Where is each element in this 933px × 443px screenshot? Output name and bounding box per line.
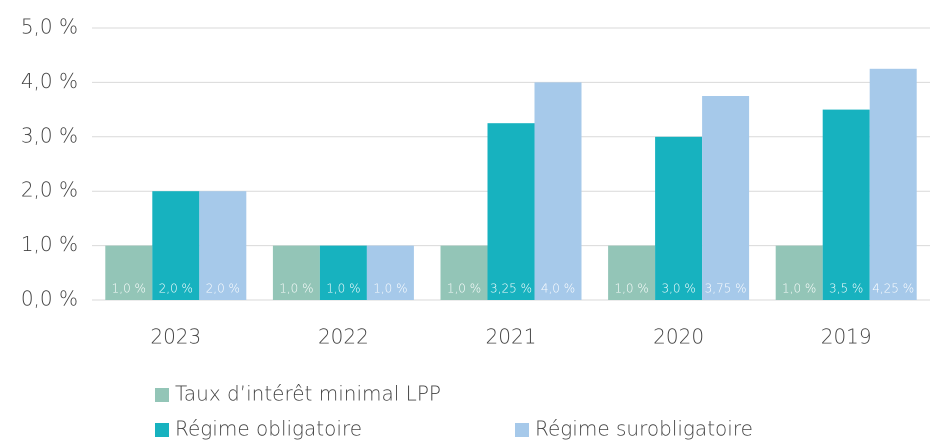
value-label: 1,0 %	[614, 282, 648, 296]
y-tick-label: 3,0 %	[21, 123, 78, 147]
bar	[366, 245, 414, 300]
y-tick-label: 0,0 %	[21, 287, 78, 311]
bar	[319, 245, 367, 300]
value-label: 4,25 %	[872, 282, 914, 296]
x-tick-label: 2020	[653, 325, 704, 349]
bar	[775, 245, 823, 300]
value-label: 1,0 %	[112, 282, 146, 296]
value-label: 1,0 %	[373, 282, 407, 296]
bar	[655, 136, 703, 300]
bar	[105, 245, 153, 300]
legend-swatch	[155, 388, 169, 402]
y-tick-label: 1,0 %	[21, 232, 78, 256]
y-tick-label: 5,0 %	[21, 15, 78, 39]
bar	[822, 109, 870, 300]
bar	[608, 245, 656, 300]
legend-label: Taux d’intérêt minimal LPP	[175, 382, 441, 406]
value-label: 2,0 %	[159, 282, 193, 296]
bar	[199, 191, 247, 300]
x-tick-label: 2019	[821, 325, 872, 349]
value-label: 4,0 %	[541, 282, 575, 296]
bar	[272, 245, 320, 300]
bar	[440, 245, 488, 300]
value-label: 1,0 %	[279, 282, 313, 296]
value-label: 3,75 %	[705, 282, 747, 296]
bar	[534, 82, 582, 301]
value-label: 1,0 %	[326, 282, 360, 296]
value-label: 3,25 %	[490, 282, 532, 296]
bar	[487, 123, 535, 300]
x-tick-label: 2021	[486, 325, 537, 349]
value-label: 1,0 %	[782, 282, 816, 296]
bar	[152, 191, 200, 300]
value-label: 3,0 %	[661, 282, 695, 296]
y-tick-label: 4,0 %	[21, 69, 78, 93]
legend-label: Régime surobligatoire	[535, 417, 753, 441]
bar	[869, 68, 917, 300]
value-label: 3,5 %	[829, 282, 863, 296]
y-tick-label: 2,0 %	[21, 178, 78, 202]
bar	[702, 96, 750, 300]
legend-swatch	[515, 423, 529, 437]
value-label: 2,0 %	[206, 282, 240, 296]
value-label: 1,0 %	[447, 282, 481, 296]
x-tick-label: 2022	[318, 325, 369, 349]
x-tick-label: 2023	[150, 325, 201, 349]
legend-swatch	[155, 423, 169, 437]
legend-label: Régime obligatoire	[175, 417, 362, 441]
